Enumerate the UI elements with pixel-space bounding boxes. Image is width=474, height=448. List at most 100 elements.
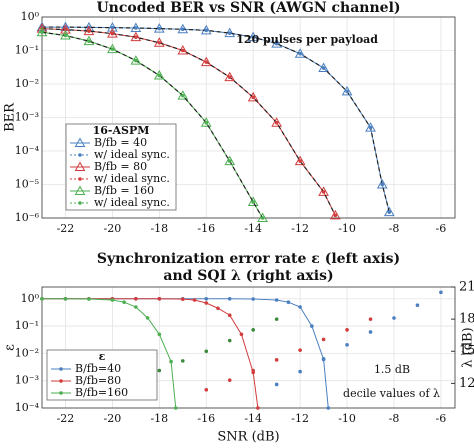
marker <box>200 56 212 67</box>
marker <box>247 31 259 42</box>
legend-label: B/fb=40 <box>75 362 121 375</box>
marker <box>227 338 232 343</box>
marker <box>110 31 115 36</box>
marker <box>286 300 291 304</box>
annotation: 1.5 dB <box>374 363 410 376</box>
marker <box>251 368 255 373</box>
marker <box>63 27 68 32</box>
x-tick-label: -20 <box>104 222 122 235</box>
annotation: decile values of λ <box>343 387 440 400</box>
marker <box>341 85 353 96</box>
marker <box>345 343 349 347</box>
marker <box>157 296 162 301</box>
marker <box>153 69 165 80</box>
marker <box>87 39 91 43</box>
series-line <box>41 28 336 216</box>
marker <box>204 387 209 392</box>
y-tick-label: 10⁰ <box>21 10 40 23</box>
y-tick-label: 10⁻⁶ <box>15 211 40 224</box>
x-tick-label: -18 <box>150 412 168 425</box>
marker <box>157 73 162 78</box>
marker <box>298 305 302 309</box>
y2-axis-label: λ (dB) <box>461 327 474 367</box>
marker <box>59 391 63 395</box>
marker <box>87 29 91 33</box>
marker <box>274 358 279 362</box>
x-tick-label: -8 <box>389 222 400 235</box>
y-tick-label: 10⁻² <box>15 77 39 90</box>
marker <box>333 213 338 218</box>
legend-title: ε <box>99 350 106 363</box>
series <box>274 290 443 387</box>
x-tick-label: -12 <box>291 222 309 235</box>
marker <box>321 190 326 194</box>
marker <box>365 122 376 132</box>
plot-frame <box>41 16 456 219</box>
marker <box>63 296 68 301</box>
y-axis-label: BER <box>3 102 18 132</box>
marker <box>380 182 385 187</box>
marker <box>40 296 44 301</box>
y-tick-label: 10⁻⁴ <box>15 144 40 157</box>
marker <box>110 298 115 302</box>
marker <box>180 297 185 301</box>
chart-title: Synchronization error rate ε (left axis) <box>97 251 400 267</box>
marker <box>251 328 255 332</box>
marker <box>224 71 236 82</box>
marker <box>227 31 232 35</box>
series <box>40 296 178 410</box>
y-axis-label: ε <box>3 344 18 351</box>
marker <box>439 290 443 295</box>
marker <box>251 95 255 100</box>
marker <box>173 406 178 410</box>
marker <box>345 89 349 94</box>
marker <box>310 324 314 328</box>
x-tick-label: -18 <box>150 222 168 235</box>
marker <box>157 332 162 337</box>
x-tick-label: -8 <box>389 412 400 425</box>
marker <box>169 359 173 364</box>
marker <box>368 330 373 334</box>
marker <box>318 62 329 73</box>
marker <box>204 28 209 33</box>
marker <box>274 298 279 302</box>
marker <box>180 359 185 363</box>
marker <box>251 297 255 301</box>
x-tick-label: -14 <box>244 222 262 235</box>
marker <box>204 60 209 64</box>
y-tick-label: 10⁻³ <box>15 111 39 124</box>
legend-label: w/ ideal sync. <box>94 196 170 209</box>
y-tick-label: 10⁰ <box>21 292 40 305</box>
legend-label: B/fb=160 <box>75 386 128 399</box>
legend-title: 16-ASPM <box>93 124 150 137</box>
x-axis-label: SNR (dB) <box>217 430 279 445</box>
x-tick-label: -10 <box>338 222 356 235</box>
marker <box>110 47 115 51</box>
legend-label: B/fb=80 <box>75 374 121 387</box>
marker <box>239 332 244 337</box>
marker <box>368 317 373 321</box>
x-tick-label: -16 <box>197 222 215 235</box>
marker <box>157 26 162 31</box>
marker <box>40 30 44 35</box>
y-tick-label: 10⁻³ <box>15 374 39 387</box>
x-tick-label: -6 <box>436 222 447 235</box>
marker <box>227 296 232 301</box>
marker <box>87 297 91 301</box>
marker <box>368 125 373 130</box>
series-line <box>42 298 177 409</box>
marker <box>110 25 115 30</box>
marker <box>387 210 392 214</box>
marker <box>107 28 118 38</box>
marker <box>321 66 326 70</box>
marker <box>134 26 138 30</box>
marker <box>415 303 420 308</box>
series <box>40 26 338 218</box>
marker <box>298 159 302 163</box>
marker <box>256 406 260 410</box>
marker <box>274 41 279 46</box>
marker <box>224 155 236 166</box>
marker <box>204 301 209 305</box>
y2-tick-label: 21 <box>459 280 474 295</box>
marker <box>177 90 189 100</box>
